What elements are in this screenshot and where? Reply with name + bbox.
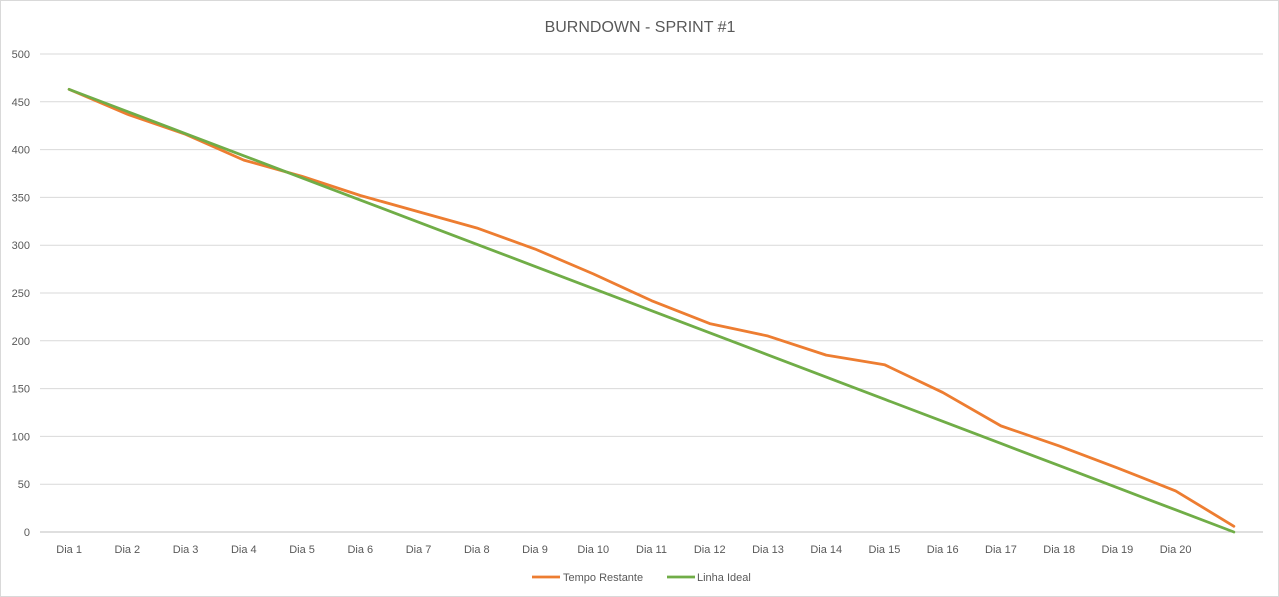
x-tick-label: Dia 14 [810, 544, 842, 556]
x-axis: Dia 1 Dia 2 Dia 3 Dia 4 Dia 5 Dia 6 Dia 7 Dia 8… [56, 544, 1191, 556]
x-tick-label: Dia 4 [231, 544, 257, 556]
x-tick-label: Dia 7 [406, 544, 432, 556]
chart-title: BURNDOWN - SPRINT #1 [545, 19, 736, 36]
gridlines [40, 53, 1263, 533]
x-tick-label: Dia 18 [1043, 544, 1075, 556]
y-tick-label: 250 [12, 288, 30, 300]
y-tick-label: 100 [12, 431, 30, 443]
y-tick-label: 400 [12, 145, 30, 157]
x-tick-label: Dia 16 [927, 544, 959, 556]
x-tick-label: Dia 15 [869, 544, 901, 556]
x-tick-label: Dia 1 [56, 544, 82, 556]
y-tick-label: 0 [24, 527, 30, 539]
x-tick-label: Dia 8 [464, 544, 490, 556]
legend: Tempo Restante Linha Ideal [532, 572, 751, 584]
x-tick-label: Dia 3 [173, 544, 199, 556]
x-tick-label: Dia 11 [636, 544, 667, 556]
y-tick-label: 300 [12, 240, 30, 252]
x-tick-label: Dia 12 [694, 544, 726, 556]
x-tick-label: Dia 2 [115, 544, 141, 556]
y-tick-label: 450 [12, 97, 30, 109]
legend-label: Tempo Restante [563, 572, 643, 584]
y-tick-label: 200 [12, 336, 30, 348]
legend-label: Linha Ideal [697, 572, 751, 584]
x-tick-label: Dia 6 [347, 544, 373, 556]
y-axis: 0 50 100 150 200 250 300 350 400 450 500 [12, 49, 30, 539]
x-tick-label: Dia 20 [1160, 544, 1192, 556]
y-tick-label: 500 [12, 49, 30, 61]
plot-area [67, 87, 1236, 534]
x-tick-label: Dia 17 [985, 544, 1017, 556]
y-tick-label: 50 [18, 479, 30, 491]
y-tick-label: 350 [12, 192, 30, 204]
series-line-linha-ideal [67, 87, 1236, 534]
x-tick-label: Dia 19 [1102, 544, 1134, 556]
y-tick-label: 150 [12, 384, 30, 396]
x-tick-label: Dia 5 [289, 544, 315, 556]
series-line-tempo-restante [67, 87, 1236, 528]
x-tick-label: Dia 13 [752, 544, 784, 556]
x-tick-label: Dia 10 [577, 544, 609, 556]
x-tick-label: Dia 9 [522, 544, 548, 556]
